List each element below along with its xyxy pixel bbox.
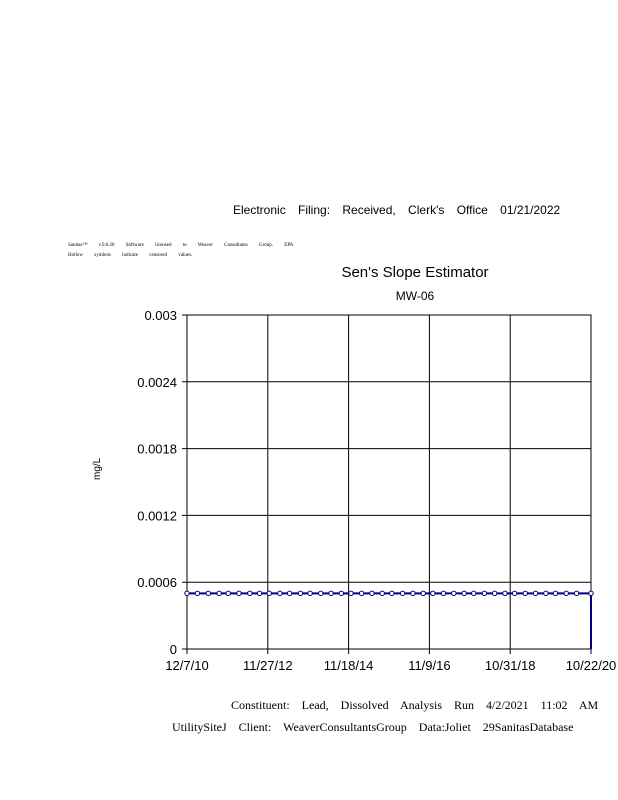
data-point-censored [471,590,477,597]
data-point-censored [491,590,498,597]
data-point-censored [389,590,395,597]
data-point-censored [205,590,211,597]
data-point-censored [328,590,334,597]
data-point-censored [225,590,231,597]
data-point-censored [573,590,580,597]
chart-subtitle: MW-06 [395,289,435,303]
data-point-censored [410,590,416,597]
data-point-censored [297,590,304,597]
plot-frame [186,314,592,650]
data-point-censored [461,590,467,597]
data-point-censored [552,590,559,597]
x-tick-label: 12/7/10 [165,658,208,673]
data-point-censored [286,590,293,597]
filing-stamp: Electronic Filing: Received, Clerk's Off… [233,203,561,217]
x-tick-label: 10/31/18 [485,658,536,673]
data-point-censored [451,590,457,597]
chart-title: Sen's Slope Estimator [341,264,489,281]
data-point-censored [247,590,253,597]
data-point-censored [379,590,385,597]
data-point-censored [256,590,263,597]
data-point-censored [184,590,190,597]
censored-note: Hollow symbols indicate censored values. [68,253,193,258]
footer-constituent: Constituent: Lead, Dissolved Analysis Ru… [231,698,599,712]
data-point-censored [588,590,594,597]
y-tick-label: 0.0018 [137,442,177,457]
data-point-censored [277,590,283,597]
data-point-censored [532,590,539,597]
data-point-censored [318,590,324,597]
x-tick-label: 10/22/20 [566,658,617,673]
y-tick-label: 0.0024 [137,375,177,390]
x-tick-label: 11/18/14 [324,658,374,673]
data-point-censored [216,590,222,597]
footer-client: UtilitySiteJ Client: WeaverConsultantsGr… [172,720,574,734]
y-tick-label: 0 [170,642,177,657]
data-point-censored [369,590,375,597]
x-tick-label: 11/9/16 [408,658,450,673]
y-tick-label: 0.0012 [137,508,177,523]
data-point-censored [358,590,365,597]
data-point-censored [440,590,447,597]
data-point-censored [307,590,313,597]
y-tick-label: 0.003 [144,308,177,323]
data-point-censored [481,590,488,597]
data-point-censored [194,590,201,597]
data-point-censored [338,590,345,597]
data-point-censored [502,590,508,597]
data-point-censored [236,590,242,597]
license-note: Sanitas™ v.9.6.28 Software licensed to W… [68,243,294,248]
data-point-censored [522,590,528,597]
data-point-censored [543,590,549,597]
data-point-censored [348,590,354,597]
data-point-censored [420,590,426,597]
x-tick-label: 11/27/12 [243,658,293,673]
data-point-censored [399,590,406,597]
y-tick-label: 0.0006 [137,575,177,590]
data-point-censored [430,590,436,597]
data-point-censored [511,590,518,597]
data-point-censored [563,590,569,597]
data-point-censored [266,590,272,597]
